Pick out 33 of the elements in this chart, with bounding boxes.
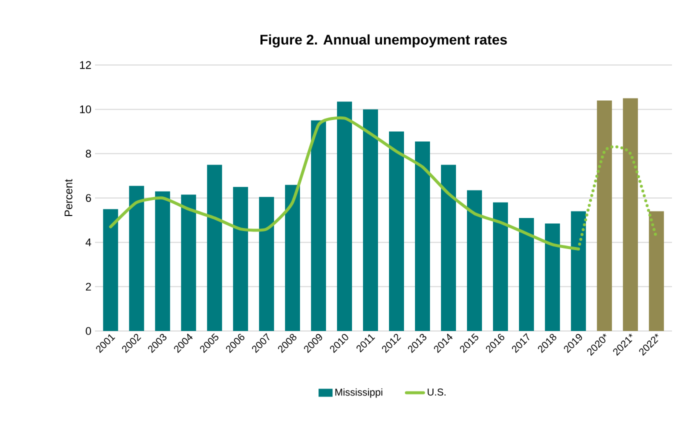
y-tick-label: 8 (86, 150, 91, 158)
bar (155, 191, 170, 331)
legend-label: Mississippi (335, 388, 382, 398)
bar (285, 184, 300, 331)
bar (181, 194, 196, 331)
bar (440, 164, 456, 331)
y-tick-label: 0 (86, 327, 92, 335)
bar (207, 164, 222, 331)
bar (259, 196, 274, 331)
chart-title: Figure 2. Annual unempoyment rates (260, 34, 507, 48)
bar (311, 120, 326, 331)
bar (518, 218, 534, 331)
bar (414, 141, 430, 331)
bar (492, 202, 508, 331)
y-tick-label: 12 (80, 61, 91, 69)
bar (337, 102, 352, 331)
bar (103, 209, 118, 331)
y-tick-label: 4 (86, 238, 92, 246)
y-tick-label: 2 (86, 282, 91, 291)
bar (596, 100, 612, 331)
bar (544, 223, 560, 331)
bar (389, 132, 404, 331)
bar (129, 186, 144, 331)
legend-label: U.S. (428, 388, 446, 396)
y-axis-title: Percent (64, 179, 72, 216)
bar (648, 211, 664, 331)
bar (466, 190, 482, 331)
bar (622, 98, 638, 331)
y-tick-label: 6 (86, 194, 91, 202)
bar (363, 109, 378, 331)
bar (233, 186, 248, 331)
y-tick-label: 10 (80, 105, 92, 114)
bar (570, 211, 586, 331)
